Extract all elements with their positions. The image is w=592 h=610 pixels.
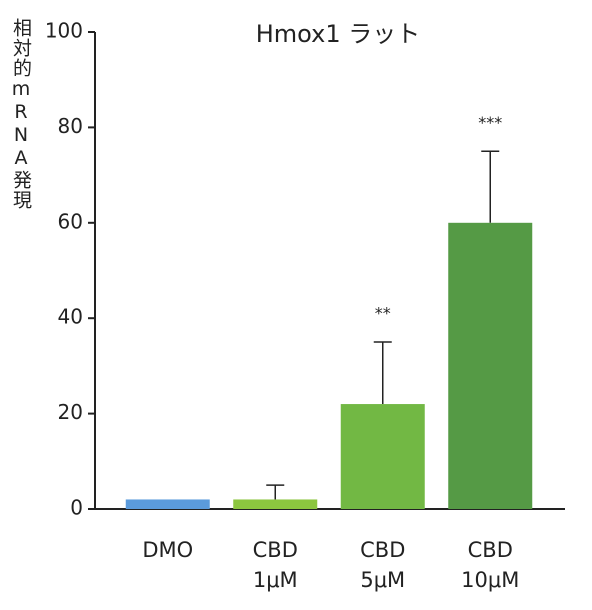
x-tick-label: DMO <box>142 538 193 562</box>
bar <box>233 499 318 509</box>
y-tick-label: 80 <box>58 114 83 138</box>
y-tick-label: 0 <box>70 496 83 520</box>
y-axis-label: 相対的mRNA発現 <box>10 18 32 210</box>
x-tick-label: CBD <box>360 538 405 562</box>
x-tick-label: 10μM <box>461 568 519 592</box>
bar <box>448 222 533 510</box>
x-tick-label: CBD <box>468 538 513 562</box>
x-tick-label: CBD <box>253 538 298 562</box>
significance-label: ** <box>375 304 391 323</box>
x-tick-label: 5μM <box>360 568 405 592</box>
x-tick-label: 1μM <box>253 568 298 592</box>
chart-title: Hmox1 ラット <box>256 20 420 48</box>
y-tick-label: 20 <box>58 400 83 424</box>
bar <box>125 499 210 509</box>
y-tick-label: 40 <box>58 305 83 329</box>
y-tick-label: 60 <box>58 209 83 233</box>
y-tick-label: 100 <box>45 19 83 43</box>
significance-label: *** <box>478 113 502 132</box>
bar <box>340 404 425 509</box>
